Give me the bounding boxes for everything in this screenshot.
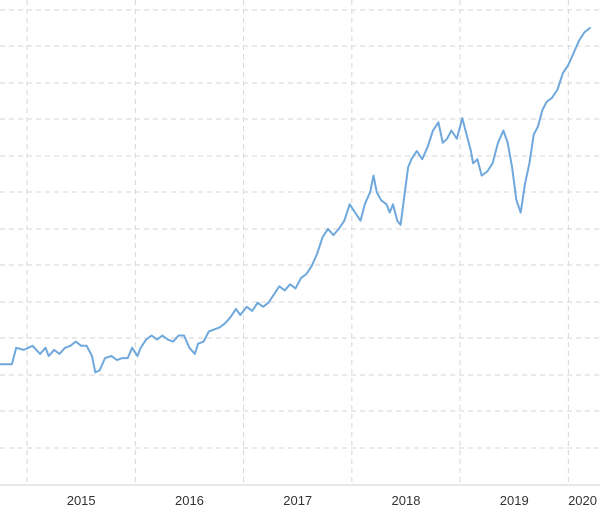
chart-grid [0, 0, 600, 485]
x-tick-label: 2017 [283, 493, 312, 508]
x-tick-label: 2019 [500, 493, 529, 508]
x-axis-tick-labels: 2015 2016 2017 2018 2019 2020 [67, 493, 597, 508]
x-tick-label: 2015 [67, 493, 96, 508]
chart-series [0, 27, 591, 374]
series-line [0, 27, 591, 374]
x-tick-label: 2018 [392, 493, 421, 508]
x-tick-label: 2020 [568, 493, 597, 508]
x-tick-label: 2016 [175, 493, 204, 508]
